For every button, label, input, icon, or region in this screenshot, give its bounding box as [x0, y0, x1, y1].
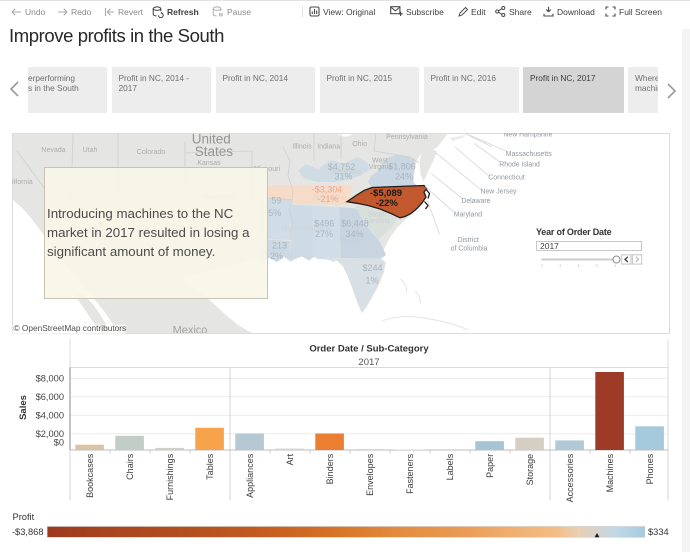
- svg-text:Rhode Island: Rhode Island: [499, 161, 540, 168]
- svg-text:-$5,089: -$5,089: [370, 188, 402, 199]
- svg-text:Nevada: Nevada: [41, 147, 65, 154]
- svg-text:Tennessee: Tennessee: [312, 194, 346, 201]
- svg-text:$496: $496: [314, 218, 334, 228]
- svg-text:© OpenStreetMap contributors: © OpenStreetMap contributors: [14, 323, 127, 333]
- svg-text:New Hampshire: New Hampshire: [503, 133, 552, 139]
- svg-text:Sales: Sales: [18, 395, 29, 420]
- svg-text:States: States: [195, 144, 234, 159]
- svg-text:Order Date / Sub-Category: Order Date / Sub-Category: [309, 344, 429, 355]
- svg-text:South: South: [368, 212, 386, 219]
- svg-text:Binders: Binders: [325, 453, 335, 484]
- svg-text:Storage: Storage: [525, 454, 535, 486]
- svg-text:Appliances: Appliances: [245, 453, 255, 498]
- svg-text:Mexico: Mexico: [173, 325, 208, 335]
- svg-text:$6,000: $6,000: [36, 392, 64, 402]
- svg-text:Maryland: Maryland: [454, 211, 483, 218]
- svg-text:Kentucky: Kentucky: [333, 169, 362, 176]
- svg-text:$4,000: $4,000: [36, 410, 64, 420]
- svg-text:Machines: Machines: [605, 453, 615, 492]
- svg-text:California: California: [12, 179, 33, 186]
- svg-text:$334: $334: [648, 527, 669, 537]
- svg-text:Bookcases: Bookcases: [85, 453, 95, 498]
- svg-text:Envelopes: Envelopes: [365, 453, 375, 496]
- svg-text:Alabama: Alabama: [304, 226, 332, 233]
- svg-text:Massachusetts: Massachusetts: [506, 151, 553, 158]
- svg-text:New Jersey: New Jersey: [481, 189, 518, 196]
- svg-text:Carolina: Carolina: [364, 218, 390, 225]
- svg-text:Tables: Tables: [205, 453, 215, 480]
- svg-text:West: West: [372, 158, 388, 165]
- svg-text:Georgia: Georgia: [340, 237, 365, 244]
- svg-text:Delaware: Delaware: [461, 198, 490, 205]
- svg-text:$0: $0: [54, 438, 64, 448]
- svg-text:Utah: Utah: [83, 147, 98, 154]
- svg-text:Profit: Profit: [13, 512, 35, 522]
- svg-text:Labels: Labels: [445, 453, 455, 480]
- svg-text:Kansas: Kansas: [197, 160, 221, 167]
- svg-text:27%: 27%: [315, 229, 333, 239]
- svg-text:$2,000: $2,000: [36, 429, 64, 439]
- svg-text:Paper: Paper: [485, 454, 495, 478]
- svg-text:Mississippi: Mississippi: [282, 226, 316, 233]
- svg-text:1%: 1%: [365, 276, 378, 286]
- svg-text:2%: 2%: [270, 251, 283, 261]
- svg-text:Ohio: Ohio: [352, 141, 367, 148]
- svg-text:24%: 24%: [395, 172, 413, 182]
- svg-text:-22%: -22%: [376, 198, 399, 209]
- svg-text:$8,000: $8,000: [36, 373, 64, 383]
- svg-text:Connecticut: Connecticut: [488, 175, 524, 182]
- svg-text:Fasteners: Fasteners: [405, 453, 415, 494]
- svg-text:$4,752: $4,752: [328, 162, 356, 172]
- svg-text:$6,448: $6,448: [341, 218, 369, 228]
- svg-text:United: United: [192, 133, 231, 147]
- svg-text:Chairs: Chairs: [125, 453, 135, 480]
- svg-text:-$3,304: -$3,304: [312, 185, 343, 195]
- svg-text:Accessories: Accessories: [565, 453, 575, 502]
- svg-text:Indiana: Indiana: [317, 144, 340, 151]
- svg-text:-$3,868: -$3,868: [12, 527, 44, 537]
- svg-text:213: 213: [272, 241, 287, 251]
- svg-text:-21%: -21%: [317, 194, 338, 204]
- svg-text:34%: 34%: [345, 229, 363, 239]
- svg-text:Art: Art: [285, 453, 295, 465]
- svg-text:Pennsylvania: Pennsylvania: [386, 134, 428, 141]
- svg-text:$1,806: $1,806: [388, 162, 416, 172]
- svg-text:District: District: [458, 237, 479, 244]
- svg-text:Illinois: Illinois: [292, 144, 312, 151]
- svg-text:Phones: Phones: [645, 453, 655, 484]
- svg-text:2017: 2017: [358, 357, 379, 368]
- svg-text:$244: $244: [362, 263, 382, 273]
- svg-text:Colorado: Colorado: [137, 149, 166, 156]
- svg-text:5%: 5%: [268, 208, 281, 218]
- svg-text:Virginia: Virginia: [369, 164, 392, 171]
- svg-text:Furnishings: Furnishings: [165, 453, 175, 500]
- svg-text:59: 59: [271, 196, 281, 206]
- svg-text:of Columbia: of Columbia: [451, 246, 488, 253]
- svg-text:31%: 31%: [334, 172, 352, 182]
